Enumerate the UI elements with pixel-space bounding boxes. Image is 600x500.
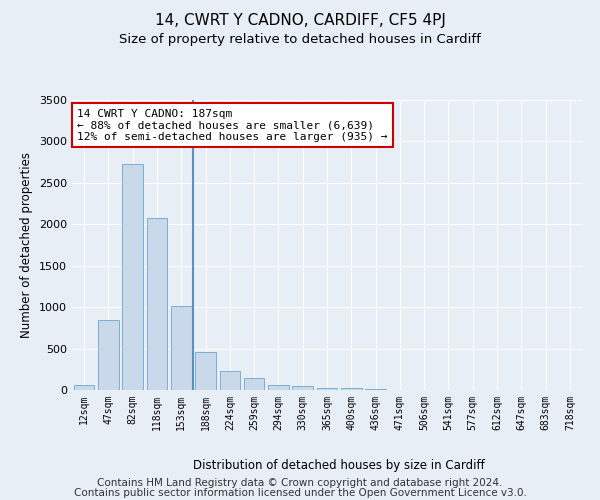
Text: 14, CWRT Y CADNO, CARDIFF, CF5 4PJ: 14, CWRT Y CADNO, CARDIFF, CF5 4PJ <box>155 12 445 28</box>
Text: Contains HM Land Registry data © Crown copyright and database right 2024.: Contains HM Land Registry data © Crown c… <box>97 478 503 488</box>
Bar <box>365 389 386 390</box>
Bar <box>268 384 289 390</box>
Bar <box>341 388 362 390</box>
Bar <box>220 370 240 390</box>
Bar <box>244 378 265 390</box>
Bar <box>195 352 216 390</box>
Y-axis label: Number of detached properties: Number of detached properties <box>20 152 34 338</box>
Text: Contains public sector information licensed under the Open Government Licence v3: Contains public sector information licen… <box>74 488 526 498</box>
Bar <box>317 388 337 390</box>
Bar <box>122 164 143 390</box>
Text: Size of property relative to detached houses in Cardiff: Size of property relative to detached ho… <box>119 32 481 46</box>
Bar <box>171 306 191 390</box>
Bar <box>74 385 94 390</box>
Text: 14 CWRT Y CADNO: 187sqm
← 88% of detached houses are smaller (6,639)
12% of semi: 14 CWRT Y CADNO: 187sqm ← 88% of detache… <box>77 108 388 142</box>
Bar <box>98 320 119 390</box>
Bar <box>146 218 167 390</box>
Bar <box>292 386 313 390</box>
Text: Distribution of detached houses by size in Cardiff: Distribution of detached houses by size … <box>193 460 485 472</box>
